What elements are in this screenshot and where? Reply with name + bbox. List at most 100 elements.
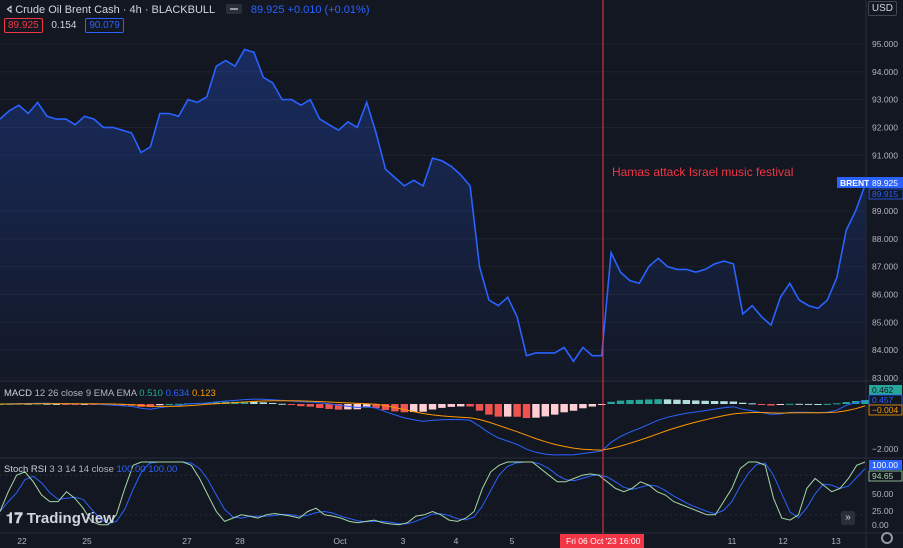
currency-selector[interactable]: USD bbox=[867, 1, 897, 16]
stoch-params: 3 3 14 14 close bbox=[49, 464, 114, 475]
macd-hist-bar bbox=[673, 399, 681, 404]
stoch-scale-bg bbox=[869, 460, 902, 470]
price-change: 89.925 +0.010 (+0.01%) bbox=[250, 4, 370, 16]
time-label-4: Oct bbox=[333, 536, 347, 546]
macd-scale-bg bbox=[869, 385, 902, 395]
macd-hist-bar bbox=[71, 404, 79, 405]
macd-hist-bar bbox=[692, 400, 700, 404]
macd-hist-bar bbox=[174, 403, 183, 405]
time-label-2: 27 bbox=[182, 536, 192, 546]
sell-badge[interactable]: 89.925 bbox=[4, 18, 43, 33]
macd-hist-bar bbox=[475, 404, 484, 411]
symbol-label-bg bbox=[837, 177, 869, 188]
stoch-legend: Stoch RSI 3 3 14 14 close 100.00 100.00 bbox=[4, 464, 177, 475]
hide-icon[interactable] bbox=[225, 4, 242, 15]
time-label-5: 3 bbox=[401, 536, 406, 546]
macd-hist-bar bbox=[532, 404, 540, 418]
macd-hist-bar bbox=[447, 404, 456, 407]
symbol-icon: 🢔 bbox=[6, 4, 13, 16]
macd-value-3: 0.123 bbox=[192, 388, 216, 399]
stoch-scale-label-0: 100.00 bbox=[872, 460, 898, 470]
event-annotation: Hamas attack Israel music festival bbox=[612, 165, 793, 179]
macd-hist-bar bbox=[456, 404, 465, 407]
macd-hist-bar bbox=[654, 399, 662, 404]
macd-hist-bar bbox=[52, 403, 61, 405]
macd-hist-bar bbox=[748, 403, 756, 405]
macd-hist-bar bbox=[513, 404, 521, 417]
macd-hist-bar bbox=[315, 404, 324, 408]
macd-hist-bar bbox=[522, 404, 531, 419]
macd-line bbox=[0, 398, 866, 456]
macd-hist-bar bbox=[62, 404, 70, 405]
secondary-price-label: 89.915 bbox=[872, 189, 898, 199]
symbol-title[interactable]: Crude Oil Brent Cash · 4h · BLACKBULL bbox=[15, 4, 215, 16]
gear-icon[interactable] bbox=[881, 532, 893, 544]
macd-hist-bar bbox=[287, 404, 296, 405]
crosshair-time-label: Fri 06 Oct '23 16:00 bbox=[566, 536, 641, 546]
macd-hist-bar bbox=[541, 404, 550, 417]
macd-hist-bar bbox=[240, 401, 249, 404]
macd-scale-label-0: 0.462 bbox=[872, 385, 894, 395]
price-tick-11: 83.000 bbox=[872, 373, 898, 383]
crosshair-time-bg bbox=[560, 534, 644, 548]
macd-hist-bar bbox=[598, 404, 606, 405]
buy-badge[interactable]: 90.079 bbox=[85, 18, 124, 33]
macd-hist-bar bbox=[306, 404, 314, 407]
macd-hist-bar bbox=[842, 402, 850, 404]
price-tick-7: 87.000 bbox=[872, 262, 898, 272]
macd-hist-bar bbox=[776, 404, 785, 405]
macd-hist-bar bbox=[400, 404, 409, 413]
secondary-price-bg bbox=[868, 188, 903, 200]
macd-hist-bar bbox=[607, 401, 615, 404]
macd-scale-label-3: −2.000 bbox=[872, 444, 899, 454]
macd-hist-bar bbox=[861, 400, 869, 404]
time-label-1: 25 bbox=[82, 536, 92, 546]
macd-hist-bar bbox=[146, 404, 155, 408]
stoch-scale-bg bbox=[868, 470, 903, 482]
scroll-to-realtime-icon[interactable]: » bbox=[841, 511, 855, 525]
macd-hist-bar bbox=[710, 400, 719, 404]
time-label-10: 13 bbox=[831, 536, 841, 546]
time-label-6: 4 bbox=[454, 536, 459, 546]
macd-hist-bar bbox=[804, 403, 813, 405]
macd-hist-bar bbox=[757, 404, 766, 405]
macd-hist-bar bbox=[720, 401, 728, 404]
tradingview-logo[interactable]: 𝟏𝟕 TradingView bbox=[6, 510, 115, 527]
macd-hist-bar bbox=[268, 402, 277, 404]
macd-hist-bar bbox=[551, 404, 559, 415]
macd-hist-bar bbox=[250, 401, 258, 404]
macd-hist-bar bbox=[428, 404, 437, 410]
macd-value-1: 0.510 bbox=[139, 388, 163, 399]
macd-hist-bar bbox=[372, 404, 380, 408]
macd-value-2: 0.634 bbox=[165, 388, 190, 399]
macd-hist-bar bbox=[485, 404, 493, 415]
macd-hist-bar bbox=[739, 402, 747, 404]
macd-hist-bar bbox=[616, 400, 625, 404]
macd-hist-bar bbox=[362, 404, 371, 408]
macd-hist-bar bbox=[438, 404, 446, 408]
macd-hist-bar bbox=[701, 400, 709, 404]
price-tick-3: 92.000 bbox=[872, 122, 898, 132]
time-label-3: 28 bbox=[235, 536, 245, 546]
macd-label[interactable]: MACD bbox=[4, 388, 32, 399]
stoch-scale-label-4: 0.00 bbox=[872, 520, 889, 530]
macd-hist-bar bbox=[466, 404, 474, 407]
macd-legend: MACD 12 26 close 9 EMA EMA 0.510 0.634 0… bbox=[4, 388, 216, 399]
tradingview-logo-icon: 𝟏𝟕 bbox=[6, 510, 23, 527]
time-label-7: 5 bbox=[510, 536, 515, 546]
last-price-label: 89.925 bbox=[872, 178, 898, 188]
macd-hist-bar bbox=[645, 399, 653, 404]
macd-hist-bar bbox=[381, 404, 390, 410]
price-tick-6: 88.000 bbox=[872, 234, 898, 244]
price-tick-0: 95.000 bbox=[872, 39, 898, 49]
stoch-label[interactable]: Stoch RSI bbox=[4, 464, 47, 475]
price-line bbox=[0, 48, 866, 363]
price-tick-1: 94.000 bbox=[872, 67, 898, 77]
macd-scale-bg bbox=[868, 404, 903, 416]
price-tick-9: 85.000 bbox=[872, 317, 898, 327]
macd-hist-bar bbox=[419, 404, 427, 412]
price-area bbox=[0, 49, 865, 378]
price-tick-2: 93.000 bbox=[872, 95, 898, 105]
macd-hist-bar bbox=[43, 403, 51, 405]
